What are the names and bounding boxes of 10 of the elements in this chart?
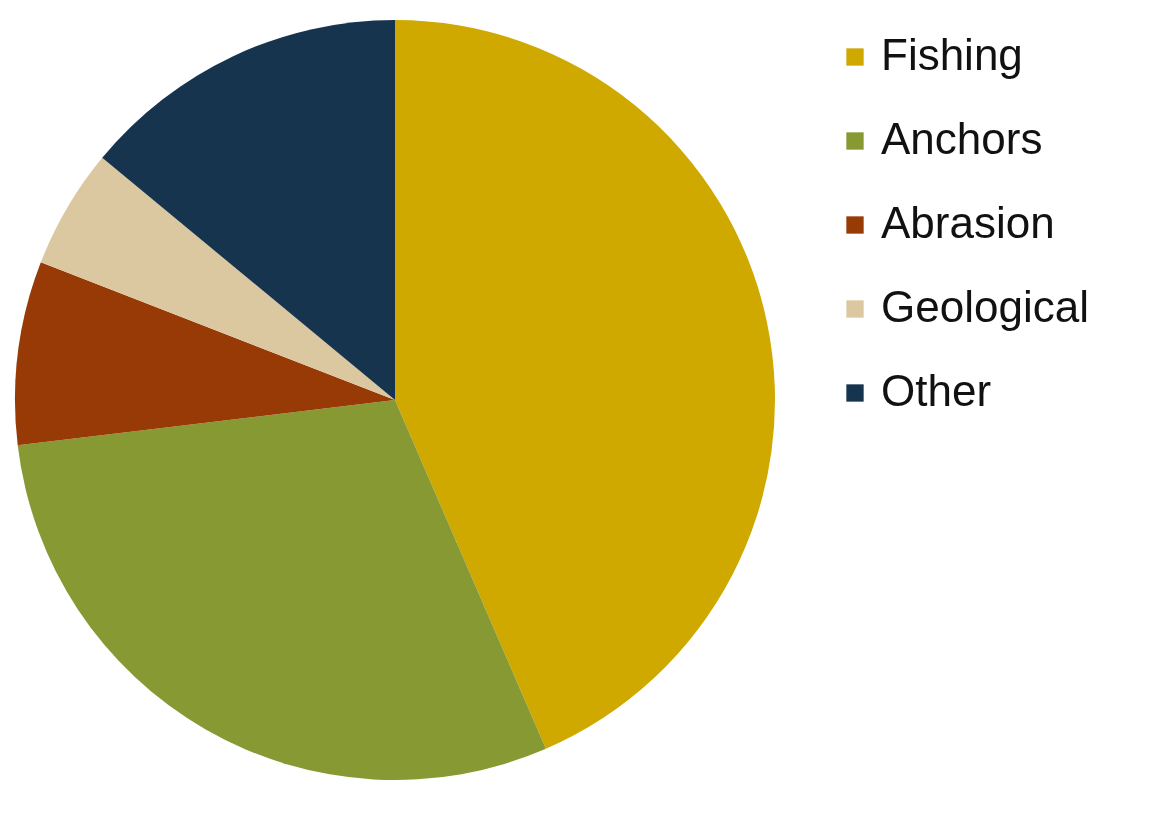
pie-slice: [17, 400, 546, 780]
legend-label: Anchors: [881, 114, 1043, 163]
legend-label: Geological: [881, 282, 1089, 331]
legend-label: Other: [881, 366, 992, 415]
legend-label: Fishing: [881, 30, 1023, 79]
pie-slice: [102, 20, 395, 400]
pie-slice: [395, 20, 775, 749]
pie-slice: [40, 157, 395, 400]
legend-label: Abrasion: [881, 198, 1055, 247]
pie-slice: [15, 262, 395, 446]
